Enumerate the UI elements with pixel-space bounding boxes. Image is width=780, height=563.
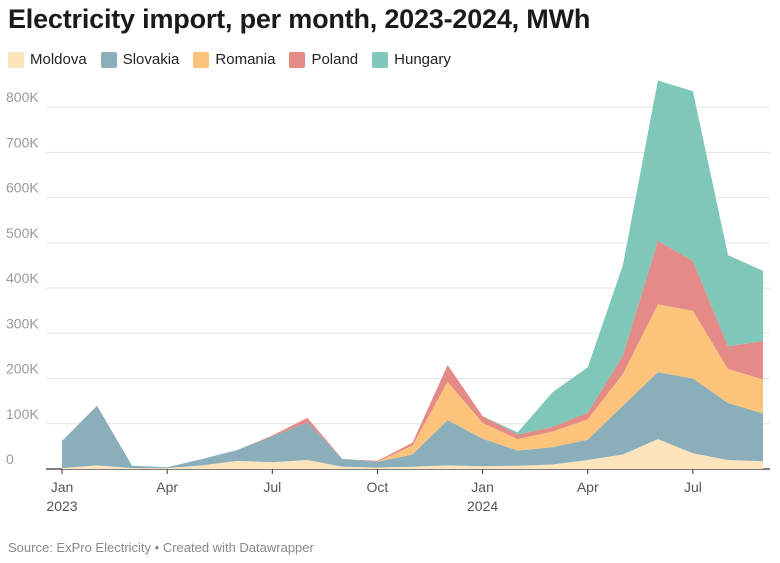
- y-tick-label: 400K: [6, 270, 39, 286]
- y-tick-label: 700K: [6, 134, 39, 150]
- legend-swatch-romania: [193, 51, 210, 68]
- area-slovakia: [62, 372, 763, 469]
- y-tick-label: 300K: [6, 315, 39, 331]
- legend-item-hungary: Hungary: [372, 51, 451, 68]
- x-tick-label: Jul: [263, 479, 281, 495]
- legend-item-romania: Romania: [193, 51, 275, 68]
- y-axis: 0 100K 200K 300K 400K 500K 600K 700K 800K: [6, 89, 39, 467]
- legend-label-romania: Romania: [215, 51, 276, 68]
- x-tick-label: Oct: [367, 479, 389, 495]
- legend: Moldova Slovakia Romania Poland Hungary: [8, 51, 451, 68]
- legend-label-hungary: Hungary: [394, 51, 451, 68]
- legend-swatch-hungary: [372, 51, 389, 68]
- area-romania: [62, 304, 763, 468]
- legend-label-slovakia: Slovakia: [122, 51, 180, 68]
- y-tick-label: 600K: [6, 180, 39, 196]
- legend-item-poland: Poland: [289, 51, 358, 68]
- x-tick-year-label: 2024: [467, 498, 498, 514]
- x-tick-year-label: 2023: [46, 498, 77, 514]
- y-tick-label: 0: [6, 451, 14, 467]
- area-hungary: [62, 80, 763, 468]
- x-tick-label: Apr: [156, 479, 178, 495]
- y-tick-label: 800K: [6, 89, 39, 105]
- legend-label-moldova: Moldova: [30, 51, 87, 68]
- x-tick-label: Jul: [684, 479, 702, 495]
- area-moldova: [62, 439, 763, 469]
- source-note: Source: ExPro Electricity • Created with…: [8, 540, 314, 555]
- area-series: [62, 80, 763, 469]
- x-tick-label: Jan: [471, 479, 494, 495]
- legend-item-slovakia: Slovakia: [100, 51, 180, 68]
- legend-item-moldova: Moldova: [8, 51, 87, 68]
- legend-swatch-moldova: [8, 51, 24, 68]
- area-chart: 0 100K 200K 300K 400K 500K 600K 700K 800K Jan 202…: [6, 80, 770, 514]
- legend-swatch-slovakia: [100, 51, 117, 68]
- y-tick-label: 100K: [6, 406, 39, 422]
- legend-label-poland: Poland: [311, 51, 359, 68]
- chart-title: Electricity import, per month, 2023-2024…: [8, 4, 591, 34]
- x-axis: Jan 2023 Apr Jul Oct Jan 2024 Apr Jul: [46, 469, 702, 514]
- y-tick-label: 200K: [6, 361, 39, 377]
- legend-swatch-poland: [289, 51, 306, 68]
- x-tick-label: Apr: [577, 479, 599, 495]
- y-tick-label: 500K: [6, 225, 39, 241]
- area-poland: [62, 241, 763, 468]
- x-tick-label: Jan: [51, 479, 74, 495]
